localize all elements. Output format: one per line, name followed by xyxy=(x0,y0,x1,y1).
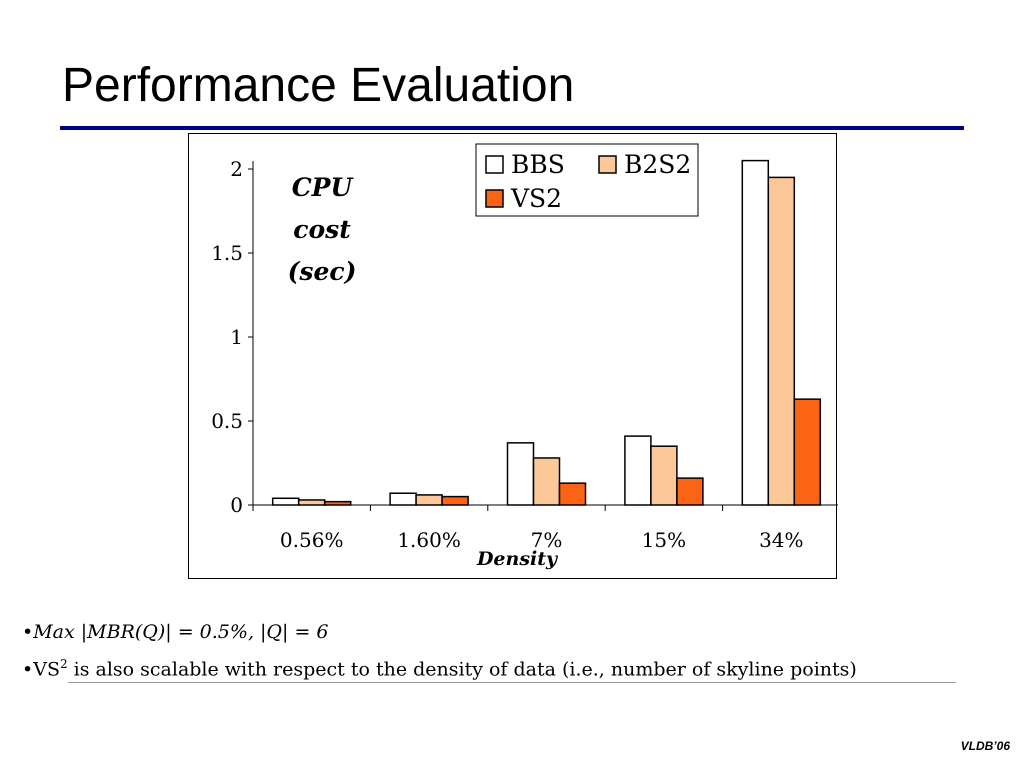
y-tick-label: 0.5 xyxy=(211,409,243,433)
bar-bbs-7 xyxy=(506,442,535,506)
bar-bbs-34 xyxy=(741,159,770,506)
bullet-marker: • xyxy=(22,658,34,681)
bottom-divider xyxy=(68,682,956,683)
bullet-item-scalability: •VS2 is also scalable with respect to th… xyxy=(22,648,1012,685)
y-axis-title-line: CPU xyxy=(292,173,355,202)
x-tick-label: 34% xyxy=(759,528,803,552)
bar-b2s2-7 xyxy=(532,457,561,506)
x-tick-label: 15% xyxy=(642,528,686,552)
bar-vs2-7 xyxy=(558,482,587,506)
legend-swatch-vs2 xyxy=(485,189,504,208)
x-axis-title: Density xyxy=(476,548,559,570)
y-tick-label: 1 xyxy=(230,325,243,349)
legend-label-bbs: BBS xyxy=(511,150,565,179)
slide-title: Performance Evaluation xyxy=(62,59,575,112)
legend-box xyxy=(475,143,699,217)
bar-chart: 0 0.5 1 1.5 2 0.56% 1.60% 7% 15% 34% CPU cost (sec) D… xyxy=(188,133,838,579)
x-tick-label: 7% xyxy=(531,528,563,552)
title-underline xyxy=(60,126,964,130)
legend-label-b2s2: B2S2 xyxy=(624,150,691,179)
y-axis-title-line: (sec) xyxy=(288,257,357,286)
x-tick-label: 1.60% xyxy=(397,528,461,552)
bullet-text: is also scalable with respect to the den… xyxy=(67,658,857,681)
bar-bbs-15 xyxy=(624,435,652,506)
legend-swatch-b2s2 xyxy=(598,155,617,174)
y-tick-label: 0 xyxy=(230,493,243,517)
bullet-text: Max |MBR(Q)| = 0.5%, |Q| = 6 xyxy=(33,621,329,643)
bar-bbs-160 xyxy=(389,492,417,506)
bar-b2s2-056 xyxy=(297,499,326,506)
bar-b2s2-34 xyxy=(767,176,796,506)
footer-venue: VLDB’06 xyxy=(960,739,1010,753)
bullet-superscript: 2 xyxy=(59,657,68,671)
bullet-prefix: VS xyxy=(33,658,60,681)
y-tick-label: 1.5 xyxy=(211,241,243,265)
bar-vs2-160 xyxy=(441,495,469,506)
bar-b2s2-15 xyxy=(650,445,678,506)
chart-svg: 0 0.5 1 1.5 2 0.56% 1.60% 7% 15% 34% CPU cost (sec) D… xyxy=(211,143,838,570)
y-tick-label: 2 xyxy=(230,157,243,181)
bullet-list: •Max |MBR(Q)| = 0.5%, |Q| = 6 •VS2 is al… xyxy=(22,616,1012,685)
bar-vs2-34 xyxy=(793,398,822,506)
bar-b2s2-160 xyxy=(415,494,443,506)
bar-vs2-056 xyxy=(323,500,352,506)
y-axis-title-line: cost xyxy=(293,215,351,244)
legend-swatch-bbs xyxy=(485,155,504,174)
bullet-marker: • xyxy=(22,621,34,643)
bullet-item-query-params: •Max |MBR(Q)| = 0.5%, |Q| = 6 xyxy=(22,616,1012,648)
bar-bbs-056 xyxy=(271,497,300,506)
x-tick-label: 0.56% xyxy=(280,528,344,552)
bar-vs2-15 xyxy=(676,477,704,506)
legend-label-vs2: VS2 xyxy=(510,184,562,213)
